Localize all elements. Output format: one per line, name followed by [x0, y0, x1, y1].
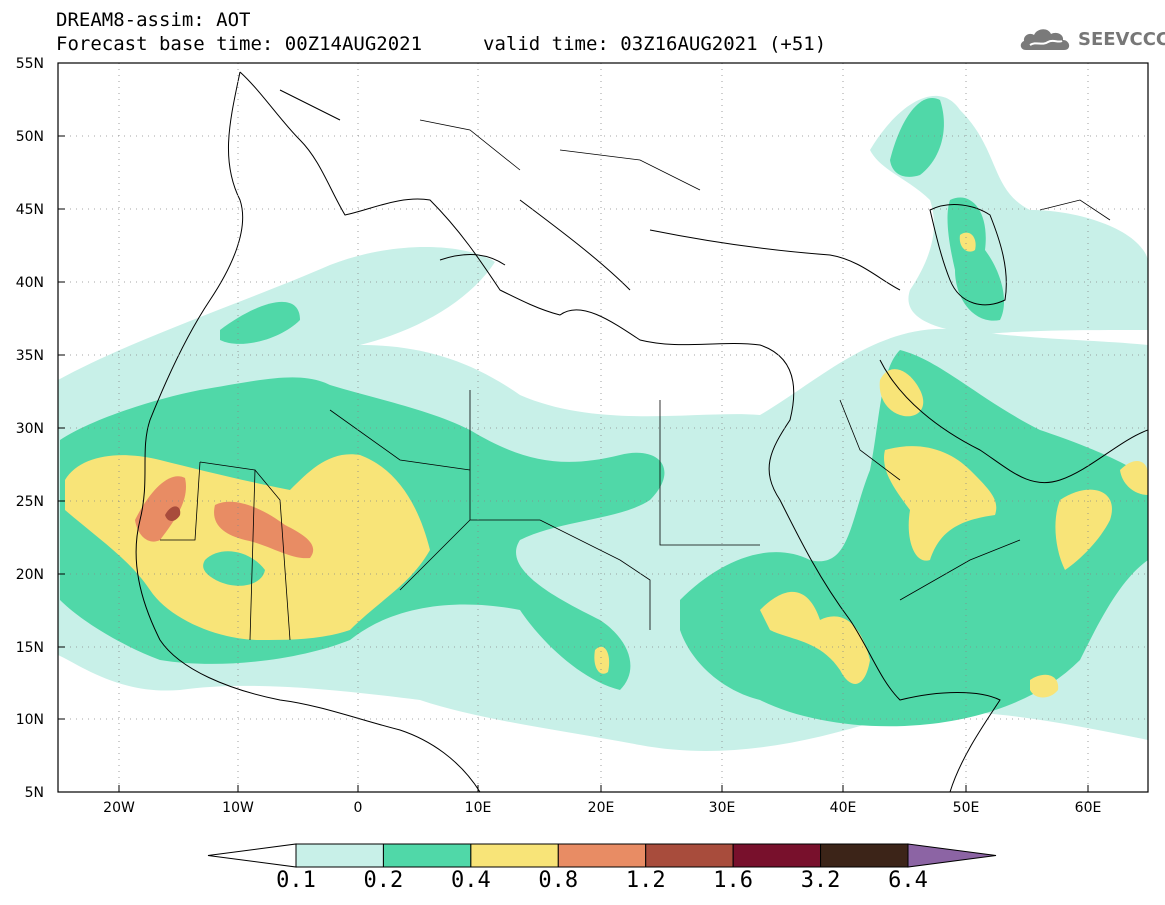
- aot-band-0.8: [214, 501, 314, 559]
- aot-band-0.2: [220, 301, 300, 344]
- x-tick-label: 20E: [588, 800, 615, 816]
- y-tick-label: 25N: [16, 494, 44, 510]
- y-tick-label: 55N: [16, 56, 44, 72]
- x-tick-label: 40E: [830, 800, 857, 816]
- aot-band-0.8: [135, 476, 186, 542]
- colorbar-min-arrow: [207, 843, 297, 868]
- y-tick-label: 10N: [16, 712, 44, 728]
- colorbar-label: 1.2: [625, 868, 666, 893]
- aot-band-0.4: [959, 232, 976, 252]
- aot-band-0.2: [890, 98, 944, 177]
- aot-band-0.4: [760, 591, 870, 684]
- y-tick-label: 15N: [16, 640, 44, 656]
- country-borders: [160, 119, 1111, 641]
- x-tick-label: 0: [354, 800, 363, 816]
- y-tick-label: 35N: [16, 348, 44, 364]
- colorbar-max-arrow: [907, 843, 997, 868]
- aot-band-0.4: [1030, 674, 1059, 698]
- x-tick-label: 20W: [103, 800, 135, 816]
- aot-band-0.1: [870, 95, 1148, 335]
- colorbar-swatch: [557, 843, 647, 868]
- colorbar-label: 6.4: [888, 868, 928, 893]
- colorbar-swatch: [470, 843, 559, 868]
- valid-time: valid time: 03Z16AUG2021 (+51): [483, 33, 827, 55]
- x-axis-labels: 20W 10W 0 10E 20E 30E 40E 50E 60E: [103, 800, 1101, 816]
- x-tick-label: 50E: [953, 800, 980, 816]
- y-tick-label: 50N: [16, 129, 44, 145]
- aot-band-0.4: [884, 446, 997, 561]
- aot-band-1.2: [165, 506, 181, 522]
- coastlines: [135, 71, 1148, 792]
- aot-field: [58, 63, 1148, 792]
- map-title: DREAM8-assim: AOT: [56, 9, 251, 31]
- colorbar-label: 0.1: [276, 868, 316, 893]
- y-tick-label: 20N: [16, 567, 44, 583]
- cloud-icon: [1020, 29, 1070, 50]
- y-tick-label: 40N: [16, 275, 44, 291]
- colorbar-swatch: [732, 843, 822, 868]
- colorbar-label: 0.8: [538, 868, 579, 893]
- colorbar-swatch: [820, 843, 909, 868]
- x-tick-label: 10W: [222, 800, 254, 816]
- colorbar-label: 3.2: [800, 868, 841, 893]
- aot-band-0.4: [1120, 460, 1148, 495]
- colorbar: [207, 843, 997, 868]
- colorbar-label: 1.6: [713, 868, 754, 893]
- y-axis-labels: 55N 50N 45N 40N 35N 30N 25N 20N 15N 10N …: [16, 56, 44, 801]
- aot-band-0.4: [594, 646, 610, 674]
- x-tick-label: 60E: [1075, 800, 1102, 816]
- aot-band-0.4: [1055, 489, 1112, 570]
- colorbar-label: 0.4: [450, 868, 491, 893]
- aot-band-0.2: [947, 197, 1005, 321]
- seevccc-logo: [1018, 24, 1158, 54]
- x-tick-label: 30E: [709, 800, 736, 816]
- y-tick-label: 30N: [16, 421, 44, 437]
- colorbar-swatch: [382, 843, 472, 868]
- y-tick-label: 5N: [25, 785, 44, 801]
- forecast-base-time: Forecast base time: 00Z14AUG2021: [56, 33, 423, 55]
- colorbar-label: 0.2: [363, 868, 404, 893]
- logo-text: SEEVCCC: [1078, 29, 1165, 50]
- x-tick-label: 10E: [465, 800, 492, 816]
- tick-marks: [58, 135, 1089, 792]
- colorbar-swatch: [295, 843, 384, 868]
- colorbar-swatch: [645, 843, 734, 868]
- aot-band-0.2-inner: [203, 551, 265, 586]
- y-tick-label: 45N: [16, 202, 44, 218]
- aot-band-0.4: [879, 369, 924, 417]
